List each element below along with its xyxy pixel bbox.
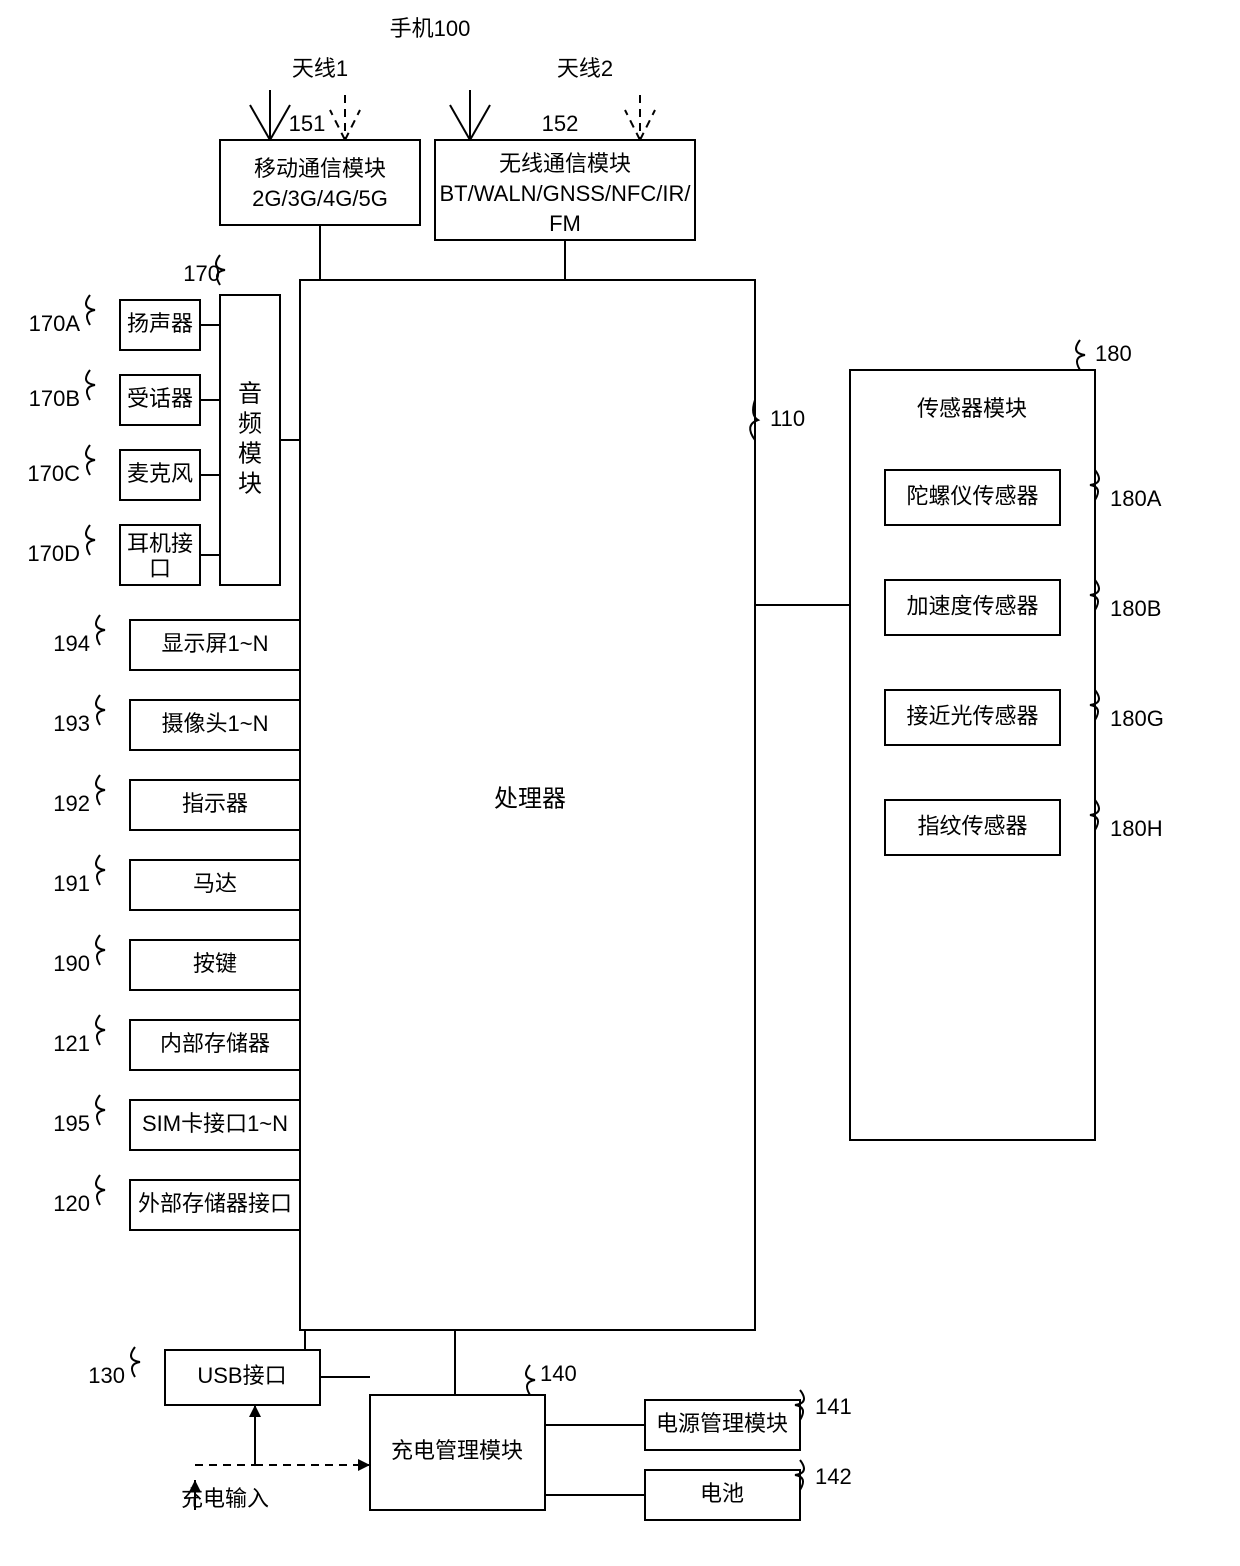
left-label-4: 按键 (193, 951, 237, 976)
left-ref-3: 191 (53, 871, 90, 896)
svg-text:受话器: 受话器 (127, 386, 193, 411)
audio-module-l1: 音 (238, 380, 262, 407)
audio-item-1: 受话器 170B (29, 370, 220, 425)
usb-leader (131, 1347, 140, 1377)
mobile-comm-box (220, 140, 420, 225)
audio-module-l4: 块 (238, 470, 262, 497)
processor-label: 处理器 (494, 785, 566, 812)
left-label-3: 马达 (193, 871, 237, 896)
left-ref-4: 190 (53, 951, 90, 976)
mobile-comm-l2: 2G/3G/4G/5G (252, 186, 388, 211)
sensor-label-0: 陀螺仪传感器 (906, 483, 1038, 508)
sensor-ref-1: 180B (1110, 596, 1161, 621)
power-mgmt-ref: 141 (815, 1394, 852, 1419)
sensor-ref-3: 180H (1110, 816, 1163, 841)
battery-ref: 142 (815, 1464, 852, 1489)
svg-text:扬声器: 扬声器 (127, 311, 193, 336)
charge-mgmt-ref: 140 (540, 1361, 577, 1386)
sensor-ref-2: 180G (1110, 706, 1164, 731)
sensor-module-leader (1076, 340, 1085, 370)
wireless-comm-l3: FM (549, 211, 581, 236)
left-ref-0: 194 (53, 631, 90, 656)
audio-item-3: 耳机接 口 170D (27, 525, 220, 585)
svg-text:170C: 170C (27, 461, 80, 486)
svg-text:麦克风: 麦克风 (127, 461, 193, 486)
wireless-comm-l2: BT/WALN/GNSS/NFC/IR/ (440, 181, 692, 206)
antenna1-label: 天线1 (292, 56, 348, 81)
sensor-ref-0: 180A (1110, 486, 1162, 511)
svg-text:口: 口 (149, 556, 171, 581)
power-mgmt-label: 电源管理模块 (656, 1411, 788, 1436)
left-label-2: 指示器 (182, 791, 248, 816)
usb-label: USB接口 (197, 1363, 286, 1388)
charge-mgmt-label: 充电管理模块 (391, 1438, 523, 1463)
battery-label: 电池 (700, 1481, 744, 1506)
processor-ref: 110 (770, 406, 805, 431)
audio-module-l3: 模 (238, 440, 262, 467)
audio-item-2: 麦克风 170C (27, 445, 220, 500)
audio-module-l2: 频 (238, 410, 262, 437)
left-ref-6: 195 (53, 1111, 90, 1136)
block-diagram: 手机100 天线1 天线2 151 152 移动通信模块 2G/3G/4G/5G… (0, 0, 1240, 1566)
left-ref-2: 192 (53, 791, 90, 816)
left-label-0: 显示屏1~N (162, 631, 269, 656)
left-label-5: 内部存储器 (160, 1031, 270, 1056)
antenna2-ref: 152 (542, 111, 579, 136)
audio-module-ref: 170 (183, 261, 220, 286)
wireless-comm-l1: 无线通信模块 (499, 151, 631, 176)
svg-text:170D: 170D (27, 541, 80, 566)
audio-item-0: 扬声器 170A (29, 295, 220, 350)
sensor-module-label: 传感器模块 (917, 396, 1027, 421)
left-label-1: 摄像头1~N (162, 711, 269, 736)
antenna2-label: 天线2 (557, 56, 613, 81)
left-label-6: SIM卡接口1~N (142, 1111, 288, 1136)
sensor-label-1: 加速度传感器 (906, 593, 1038, 618)
usb-ref: 130 (88, 1363, 125, 1388)
svg-text:耳机接: 耳机接 (127, 531, 193, 556)
mobile-comm-l1: 移动通信模块 (254, 156, 386, 181)
svg-text:170B: 170B (29, 386, 80, 411)
charge-mgmt-leader (526, 1365, 535, 1395)
left-ref-1: 193 (53, 711, 90, 736)
antenna1-ref: 151 (289, 111, 326, 136)
left-ref-7: 120 (53, 1191, 90, 1216)
sensor-module-ref: 180 (1095, 341, 1132, 366)
svg-text:170A: 170A (29, 311, 81, 336)
sensor-label-2: 接近光传感器 (906, 703, 1038, 728)
left-ref-5: 121 (53, 1031, 90, 1056)
diagram-title: 手机100 (390, 16, 471, 41)
sensor-label-3: 指纹传感器 (917, 813, 1027, 838)
left-label-7: 外部存储器接口 (138, 1191, 292, 1216)
